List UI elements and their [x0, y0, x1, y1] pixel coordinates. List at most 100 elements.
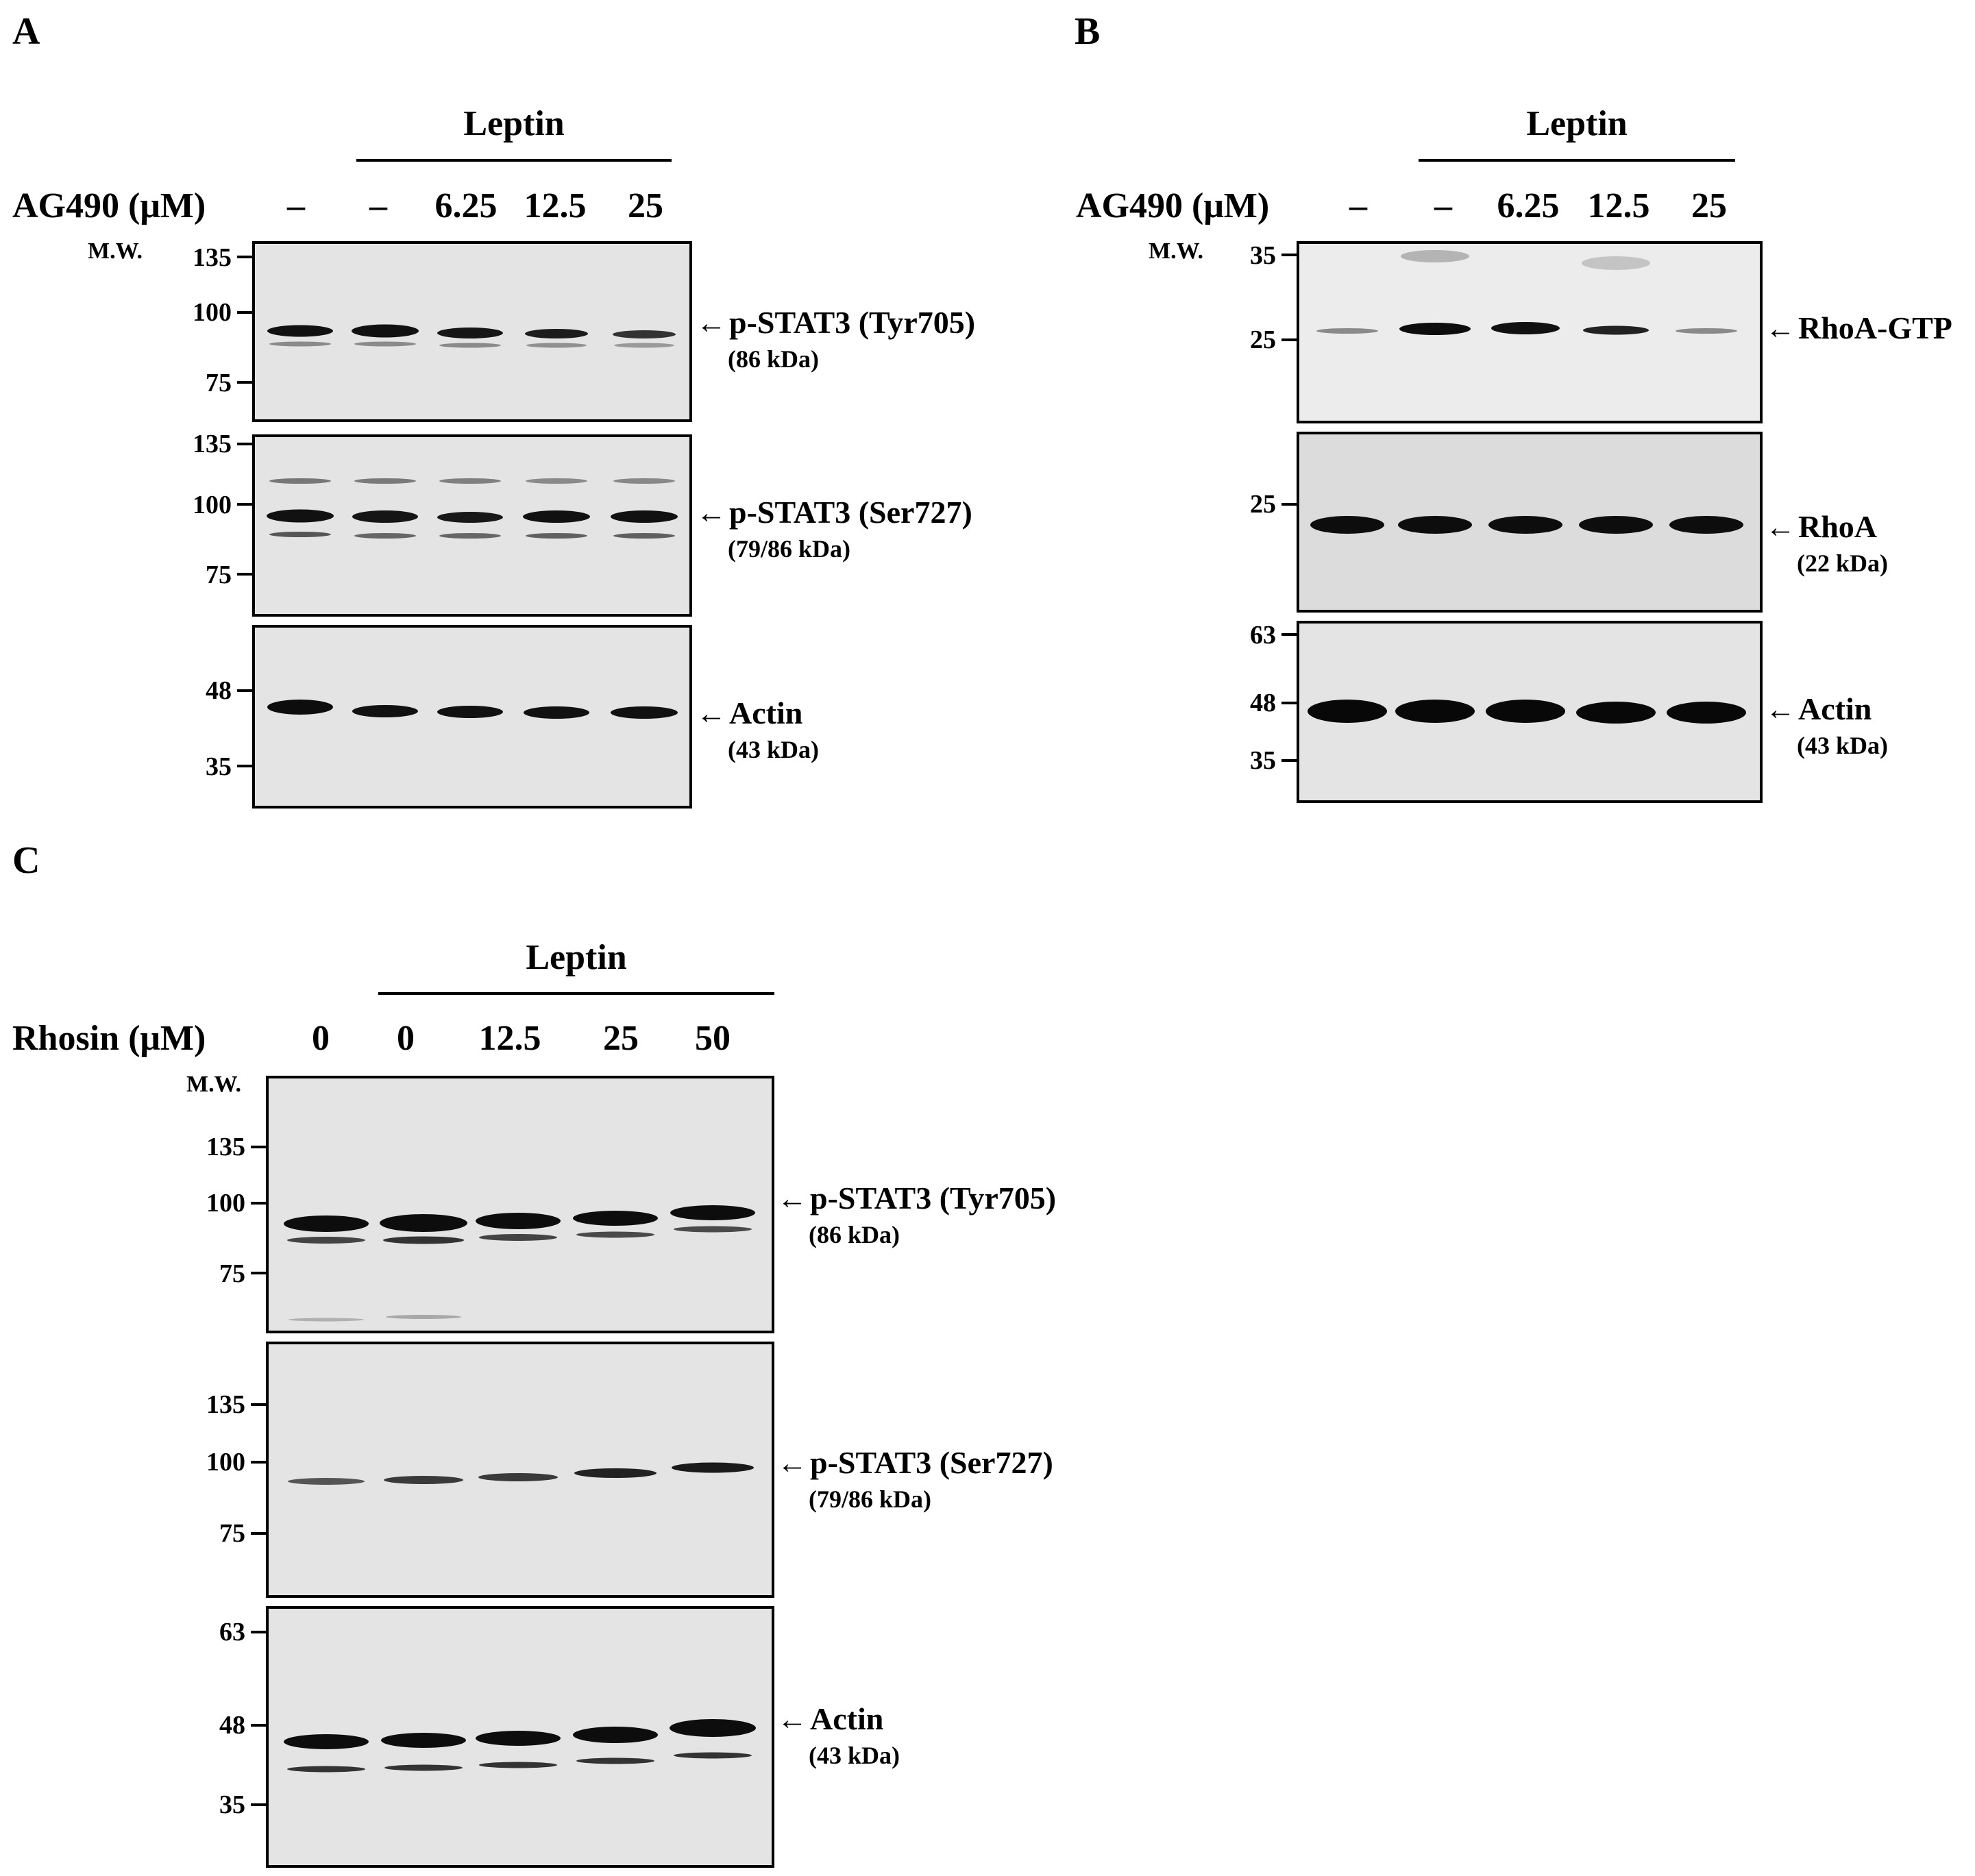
target-label-a-2: ← p-STAT3 (Ser727) (79/86 kDa)	[696, 495, 972, 563]
target-kda: (43 kDa)	[728, 736, 819, 763]
mw-marker-label: 35	[206, 752, 232, 781]
mw-marker-label: 100	[193, 298, 232, 327]
panel-letter-b: B	[1075, 10, 1101, 53]
mw-tick	[251, 1803, 266, 1806]
target-label-c-3: ← Actin (43 kDa)	[777, 1703, 900, 1768]
arrow-left-icon: ←	[1765, 693, 1795, 726]
band	[523, 510, 590, 523]
band	[267, 700, 333, 715]
treatment-label-a: AG490 (μM)	[12, 186, 206, 225]
target-kda: (43 kDa)	[1797, 732, 1888, 759]
lane-label-c-3: 12.5	[478, 1019, 541, 1058]
mw-marker-label: 100	[206, 1448, 245, 1477]
band	[573, 1211, 658, 1226]
band	[479, 1762, 557, 1768]
band	[479, 1234, 557, 1241]
lane-label-b-4: 12.5	[1587, 186, 1650, 225]
band	[381, 1733, 466, 1748]
target-kda: (43 kDa)	[809, 1742, 900, 1769]
band	[267, 325, 333, 337]
band	[1579, 516, 1653, 534]
arrow-left-icon: ←	[696, 306, 726, 340]
target-name: p-STAT3 (Tyr705)	[729, 305, 976, 340]
band	[1583, 325, 1649, 335]
band	[614, 343, 674, 348]
mw-marker-label: 75	[219, 1259, 245, 1288]
band	[269, 478, 331, 484]
band	[1676, 328, 1737, 334]
target-kda: (79/86 kDa)	[728, 535, 850, 563]
mw-marker-label: 35	[1250, 241, 1276, 270]
mw-tick	[237, 765, 252, 767]
mw-tick	[251, 1724, 266, 1727]
mw-marker-label: 25	[1250, 490, 1276, 519]
band	[352, 324, 419, 338]
mw-tick	[1281, 759, 1297, 762]
target-name: Actin	[810, 1701, 884, 1736]
band	[287, 1766, 365, 1773]
band	[437, 512, 503, 523]
band	[1316, 328, 1378, 334]
band	[354, 533, 416, 539]
band	[1488, 516, 1562, 534]
arrow-left-icon: ←	[777, 1182, 807, 1215]
mw-marker-label: 75	[206, 560, 232, 589]
panel-letter-c: C	[12, 839, 40, 882]
band	[574, 1468, 657, 1478]
band	[383, 1236, 464, 1244]
target-label-c-1: ← p-STAT3 (Tyr705) (86 kDa)	[777, 1182, 1056, 1248]
band	[670, 1205, 755, 1220]
lane-label-a-4: 12.5	[524, 186, 587, 225]
band	[354, 478, 416, 484]
band	[1486, 700, 1565, 723]
mw-marker-label: 63	[219, 1618, 245, 1646]
band	[670, 1719, 756, 1737]
target-kda: (86 kDa)	[809, 1221, 900, 1248]
blot-b-rhoa-gtp	[1297, 241, 1763, 423]
band	[611, 706, 678, 719]
treatment-label-c: Rhosin (μM)	[12, 1019, 206, 1058]
mw-marker-label: 75	[206, 369, 232, 397]
mw-marker-label: 135	[193, 430, 232, 458]
band	[573, 1727, 658, 1743]
band	[526, 343, 587, 348]
blot-c-pstat3-tyr705	[266, 1076, 774, 1333]
band	[1582, 256, 1650, 270]
band	[576, 1757, 654, 1764]
band	[526, 478, 587, 484]
mw-marker-label: 48	[1250, 689, 1276, 717]
mw-tick	[251, 1202, 266, 1205]
mw-marker-label: 135	[193, 243, 232, 272]
mw-tick	[251, 1403, 266, 1406]
band	[613, 533, 675, 539]
mw-marker-label: 100	[206, 1189, 245, 1218]
target-label-a-1: ← p-STAT3 (Tyr705) (86 kDa)	[696, 305, 976, 372]
mw-tick	[1281, 503, 1297, 506]
treatment-label-b: AG490 (μM)	[1076, 186, 1270, 225]
target-name: p-STAT3 (Ser727)	[729, 495, 972, 530]
band	[352, 510, 418, 523]
band	[1395, 700, 1475, 723]
mw-marker-label: 75	[219, 1519, 245, 1548]
band	[380, 1214, 467, 1232]
band	[674, 1226, 752, 1233]
band	[354, 341, 416, 347]
mw-tick	[251, 1272, 266, 1274]
band	[267, 509, 334, 523]
target-label-b-1: ← RhoA-GTP	[1765, 312, 1952, 344]
leptin-label-a: Leptin	[463, 104, 565, 143]
target-name: RhoA-GTP	[1798, 310, 1952, 345]
band	[439, 533, 501, 539]
blot-a-pstat3-ser727	[252, 434, 692, 617]
band	[269, 341, 331, 347]
band	[437, 328, 503, 338]
lane-label-b-3: 6.25	[1497, 186, 1560, 225]
band	[1399, 323, 1471, 335]
lane-label-b-5: 25	[1691, 186, 1727, 225]
target-label-a-3: ← Actin (43 kDa)	[696, 698, 819, 763]
band	[1576, 702, 1656, 724]
band	[1398, 516, 1472, 534]
band	[287, 1237, 365, 1244]
mw-title-a: M.W.	[88, 238, 143, 264]
band	[476, 1731, 561, 1746]
